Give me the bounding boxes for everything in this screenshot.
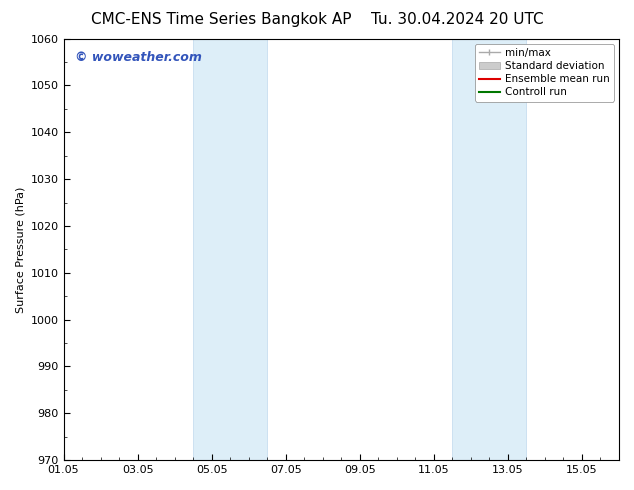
Bar <box>453 39 526 460</box>
Bar <box>193 39 267 460</box>
Y-axis label: Surface Pressure (hPa): Surface Pressure (hPa) <box>15 186 25 313</box>
Legend: min/max, Standard deviation, Ensemble mean run, Controll run: min/max, Standard deviation, Ensemble me… <box>475 44 614 101</box>
Text: © woweather.com: © woweather.com <box>75 51 202 64</box>
Text: CMC-ENS Time Series Bangkok AP    Tu. 30.04.2024 20 UTC: CMC-ENS Time Series Bangkok AP Tu. 30.04… <box>91 12 543 27</box>
